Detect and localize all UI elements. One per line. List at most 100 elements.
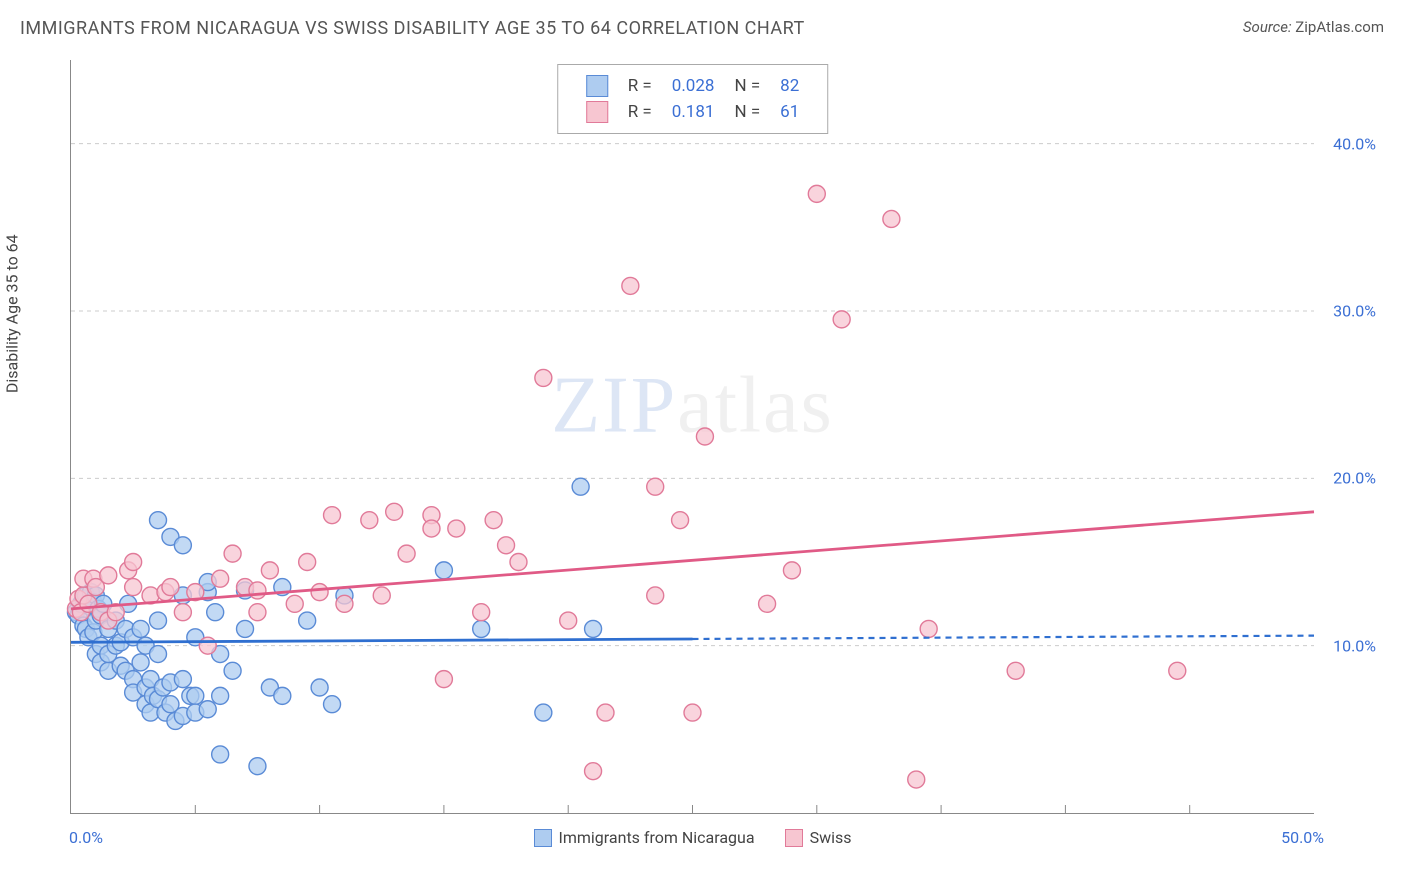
- scatter-point: [199, 637, 216, 654]
- scatter-point: [212, 746, 229, 763]
- scatter-point: [174, 604, 191, 621]
- series-legend: Immigrants from Nicaragua Swiss: [71, 828, 1314, 847]
- y-axis-label: Disability Age 35 to 64: [3, 234, 22, 393]
- scatter-point: [224, 545, 241, 562]
- scatter-point: [174, 671, 191, 688]
- scatter-point: [162, 579, 179, 596]
- legend-swatch: [586, 101, 608, 123]
- legend-label: Swiss: [810, 828, 852, 847]
- scatter-point: [535, 369, 552, 386]
- chart-title: IMMIGRANTS FROM NICARAGUA VS SWISS DISAB…: [20, 18, 805, 39]
- scatter-point: [920, 620, 937, 637]
- scatter-point: [622, 277, 639, 294]
- scatter-point: [249, 758, 266, 775]
- scatter-point: [473, 620, 490, 637]
- scatter-point: [187, 687, 204, 704]
- scatter-point: [1169, 662, 1186, 679]
- legend-swatch: [534, 829, 552, 847]
- scatter-point: [324, 696, 341, 713]
- scatter-point: [150, 512, 167, 529]
- scatter-point: [597, 704, 614, 721]
- scatter-point: [535, 704, 552, 721]
- scatter-point: [373, 587, 390, 604]
- scatter-point: [647, 587, 664, 604]
- scatter-point: [212, 687, 229, 704]
- source-name: ZipAtlas.com: [1295, 18, 1384, 36]
- scatter-point: [908, 771, 925, 788]
- scatter-point: [311, 679, 328, 696]
- scatter-point: [808, 185, 825, 202]
- trend-line: [71, 512, 1314, 609]
- trend-line-dashed: [693, 636, 1315, 639]
- y-tick-label: 30.0%: [1333, 302, 1376, 321]
- scatter-point: [286, 595, 303, 612]
- scatter-point: [207, 604, 224, 621]
- scatter-point: [473, 604, 490, 621]
- scatter-point: [199, 701, 216, 718]
- scatter-point: [510, 554, 527, 571]
- scatter-point: [361, 512, 378, 529]
- scatter-point: [132, 620, 149, 637]
- scatter-point: [684, 704, 701, 721]
- stats-row: R =0.181N =61: [576, 99, 810, 125]
- stat-N-label: N =: [724, 99, 770, 125]
- y-tick-label: 20.0%: [1333, 469, 1376, 488]
- stat-R-value: 0.181: [662, 99, 725, 125]
- scatter-point: [560, 612, 577, 629]
- scatter-point: [485, 512, 502, 529]
- stat-N-value: 61: [770, 99, 809, 125]
- trend-line: [71, 639, 693, 642]
- scatter-point: [498, 537, 515, 554]
- scatter-point: [883, 210, 900, 227]
- scatter-point: [759, 595, 776, 612]
- scatter-point: [423, 520, 440, 537]
- scatter-point: [132, 654, 149, 671]
- scatter-point: [311, 584, 328, 601]
- scatter-point: [398, 545, 415, 562]
- scatter-point: [174, 537, 191, 554]
- stat-N-label: N =: [724, 73, 770, 99]
- scatter-point: [647, 478, 664, 495]
- legend-item: Immigrants from Nicaragua: [534, 828, 755, 847]
- scatter-point: [299, 612, 316, 629]
- scatter-point: [435, 671, 452, 688]
- scatter-point: [336, 595, 353, 612]
- plot-region: ZIPatlas R =0.028N =82R =0.181N =61 10.0…: [70, 60, 1314, 814]
- scatter-point: [299, 554, 316, 571]
- scatter-point: [435, 562, 452, 579]
- scatter-point: [249, 604, 266, 621]
- scatter-point: [448, 520, 465, 537]
- scatter-point: [100, 567, 117, 584]
- scatter-point: [274, 687, 291, 704]
- scatter-point: [212, 570, 229, 587]
- scatter-point: [572, 478, 589, 495]
- chart-area: Disability Age 35 to 64 ZIPatlas R =0.02…: [20, 52, 1384, 874]
- legend-item: Swiss: [785, 828, 852, 847]
- scatter-point: [386, 503, 403, 520]
- legend-swatch: [785, 829, 803, 847]
- scatter-point: [150, 612, 167, 629]
- stat-N-value: 82: [770, 73, 809, 99]
- stats-row: R =0.028N =82: [576, 73, 810, 99]
- source: Source: ZipAtlas.com: [1243, 18, 1384, 36]
- scatter-point: [237, 620, 254, 637]
- scatter-point: [150, 646, 167, 663]
- scatter-point: [672, 512, 689, 529]
- stat-R-label: R =: [618, 73, 662, 99]
- scatter-point: [585, 763, 602, 780]
- legend-label: Immigrants from Nicaragua: [559, 828, 755, 847]
- scatter-point: [696, 428, 713, 445]
- scatter-point: [833, 311, 850, 328]
- stat-R-label: R =: [618, 99, 662, 125]
- scatter-point: [1007, 662, 1024, 679]
- scatter-point: [125, 554, 142, 571]
- scatter-point: [249, 582, 266, 599]
- scatter-point: [585, 620, 602, 637]
- scatter-point: [324, 507, 341, 524]
- y-tick-label: 40.0%: [1333, 134, 1376, 153]
- scatter-point: [224, 662, 241, 679]
- legend-swatch: [586, 75, 608, 97]
- y-tick-label: 10.0%: [1333, 636, 1376, 655]
- scatter-point: [783, 562, 800, 579]
- stat-R-value: 0.028: [662, 73, 725, 99]
